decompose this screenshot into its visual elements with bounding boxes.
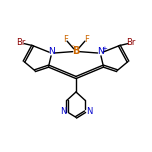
Text: Br: Br	[126, 38, 136, 47]
Text: N: N	[86, 107, 92, 116]
Text: Br: Br	[16, 38, 26, 47]
Text: N: N	[60, 107, 66, 116]
Text: ⁻: ⁻	[71, 45, 74, 51]
Text: +: +	[101, 46, 107, 52]
Text: N: N	[97, 47, 104, 57]
Text: F: F	[63, 35, 68, 44]
Text: B: B	[72, 46, 80, 56]
Text: N: N	[48, 47, 55, 57]
Text: F: F	[84, 35, 89, 44]
